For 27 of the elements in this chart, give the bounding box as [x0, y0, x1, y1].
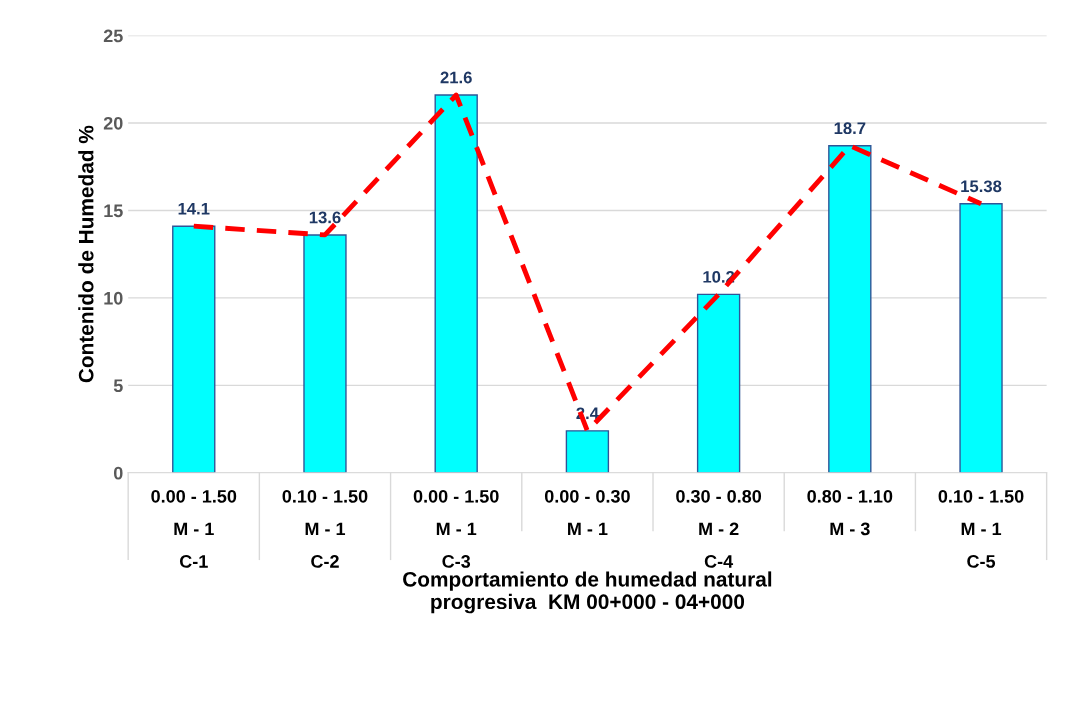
data-label: 14.1 — [178, 202, 210, 215]
y-tick-label: 25 — [103, 29, 123, 43]
data-label: 13.6 — [309, 211, 341, 224]
x-tick-label: 0.10 - 1.50 M - 1 C-5 — [938, 489, 1024, 568]
bar — [959, 203, 1003, 473]
bar — [172, 225, 216, 473]
y-tick-label: 5 — [113, 379, 123, 393]
x-tick-label: 0.00 - 1.50 M - 1 C-3 — [413, 489, 499, 568]
data-label: 18.7 — [834, 122, 866, 135]
x-tick-label: 0.30 - 0.80 M - 2 C-4 — [676, 489, 762, 568]
bar — [565, 430, 610, 473]
data-label: 21.6 — [440, 71, 472, 84]
y-axis-title: Contenido de Humedad % — [78, 125, 94, 383]
y-tick-label: 20 — [103, 116, 123, 130]
bar — [828, 145, 872, 473]
y-tick-label: 0 — [113, 466, 123, 480]
y-tick-label: 10 — [104, 291, 123, 305]
y-tick-label: 15 — [104, 204, 123, 218]
x-tick-label: 0.80 - 1.10 M - 3 — [807, 489, 893, 536]
x-tick-label: 0.00 - 0.30 M - 1 — [544, 489, 630, 536]
x-tick-label: 0.00 - 1.50 M - 1 C-1 — [151, 489, 237, 568]
bar — [303, 234, 347, 473]
data-label: 15.38 — [961, 180, 1002, 193]
bar — [434, 94, 478, 473]
x-axis-title: Comportamiento de humedad natural progresiva KM 00+000 - 04+000 — [403, 571, 772, 614]
bar — [696, 293, 741, 473]
x-tick-label: 0.10 - 1.50 M - 1 C-2 — [282, 489, 368, 568]
